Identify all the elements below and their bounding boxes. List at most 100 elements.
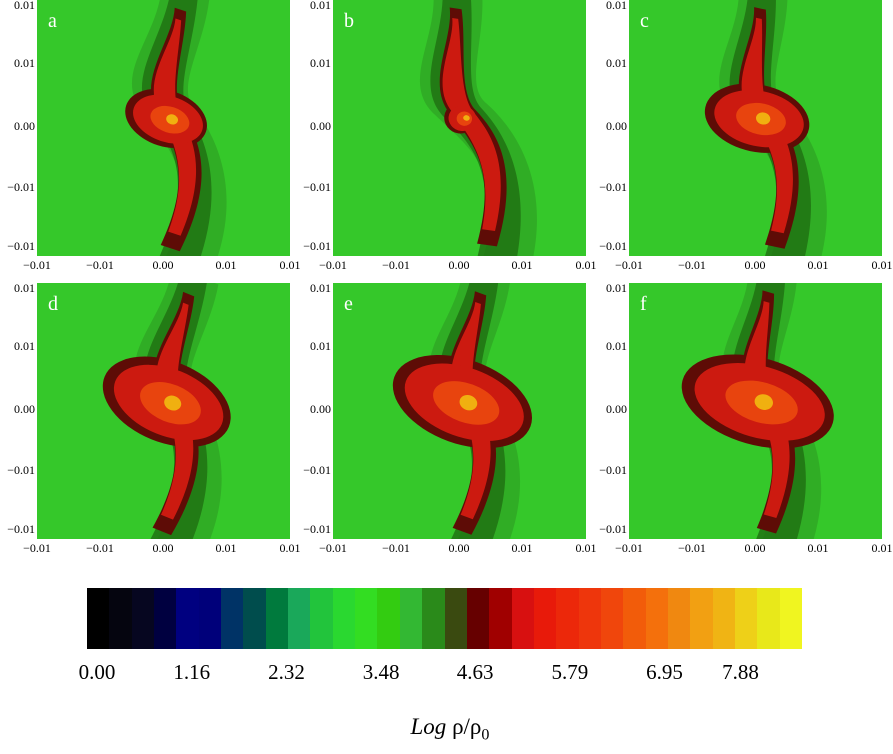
y-tick-label: −0.01 (7, 180, 35, 194)
colorbar-tick-label: 7.88 (722, 660, 759, 684)
galactic-core (166, 114, 179, 125)
y-tick-label: 0.01 (310, 281, 331, 295)
x-tick-label: 0.01 (215, 258, 237, 272)
y-tick-label: −0.01 (303, 463, 331, 477)
x-tick-label: −0.01 (86, 541, 114, 555)
galactic-core (459, 395, 478, 411)
colorbar-segment (556, 588, 579, 649)
colorbar-segment (422, 588, 445, 649)
colorbar-tick-label: 3.48 (362, 660, 400, 684)
x-tick-label: 0.01 (807, 541, 829, 555)
colorbar-segment (399, 588, 423, 649)
colorbar-segment (221, 588, 244, 649)
colorbar-segment (511, 588, 534, 649)
colorbar-tick-label: 4.63 (456, 660, 494, 684)
density-map (37, 0, 290, 256)
y-tick-label: −0.01 (599, 180, 627, 194)
x-tick-label: 0.01 (575, 258, 597, 272)
x-tick-label: 0.01 (575, 541, 597, 555)
colorbar-segment (198, 588, 222, 649)
panel-b: b (333, 0, 586, 256)
y-tick-label: −0.01 (7, 522, 35, 536)
y-tick-label: 0.01 (606, 0, 627, 12)
density-plot (333, 283, 586, 539)
y-tick-label: −0.01 (7, 463, 35, 477)
y-tick-label: 0.01 (14, 0, 35, 12)
x-tick-label: 0.00 (448, 258, 470, 272)
colorbar-segment (466, 588, 490, 649)
panel-letter: b (344, 10, 354, 32)
x-tick-label: −0.01 (319, 541, 347, 555)
y-tick-label: −0.01 (303, 239, 331, 253)
x-tick-label: 0.01 (511, 541, 533, 555)
colorbar (87, 588, 802, 649)
y-tick-label: −0.01 (303, 522, 331, 536)
density-plot (333, 0, 586, 256)
x-tick-label: −0.01 (678, 258, 706, 272)
density-map (629, 0, 882, 256)
y-tick-label: 0.00 (14, 402, 35, 416)
x-tick-label: 0.01 (279, 541, 301, 555)
x-tick-label: −0.01 (382, 541, 410, 555)
x-tick-label: 0.01 (871, 258, 893, 272)
y-tick-label: 0.00 (310, 402, 331, 416)
x-tick-label: 0.00 (152, 258, 174, 272)
colorbar-segment (645, 588, 668, 649)
colorbar-segment (779, 588, 802, 649)
colorbar-tick-label: 1.16 (173, 660, 211, 684)
panel-letter: e (344, 293, 353, 315)
panel-letter: c (640, 10, 649, 32)
colorbar-segment (87, 588, 110, 649)
density-map (333, 283, 586, 539)
x-tick-label: 0.01 (215, 541, 237, 555)
colorbar-segment (734, 588, 758, 649)
galactic-core (463, 115, 470, 121)
colorbar-segment (578, 588, 601, 649)
colorbar-segment (332, 588, 356, 649)
colorbar-segment (355, 588, 378, 649)
colorbar-segment (444, 588, 467, 649)
colorbar-segment (757, 588, 780, 649)
x-tick-label: 0.00 (152, 541, 174, 555)
panel-letter: f (640, 293, 647, 315)
density-map (333, 0, 586, 256)
colorbar-tick-label: 0.00 (78, 660, 116, 684)
density-plot (37, 0, 290, 256)
colorbar-axis-label: Log ρ/ρ0 (410, 714, 490, 744)
panel-c: c (629, 0, 882, 256)
colorbar-segment (623, 588, 646, 649)
y-tick-label: 0.00 (310, 119, 331, 133)
y-tick-label: −0.01 (599, 522, 627, 536)
y-tick-label: −0.01 (7, 239, 35, 253)
y-tick-label: 0.01 (14, 339, 35, 353)
colorbar-segment (690, 588, 713, 649)
density-map (629, 283, 882, 539)
galactic-core (754, 394, 773, 410)
y-tick-label: 0.01 (14, 56, 35, 70)
colorbar-segment (533, 588, 557, 649)
density-plot (37, 283, 290, 539)
y-tick-label: 0.01 (310, 56, 331, 70)
colorbar-segment (154, 588, 177, 649)
y-tick-label: −0.01 (599, 463, 627, 477)
x-tick-label: 0.00 (744, 258, 766, 272)
x-tick-label: −0.01 (23, 258, 51, 272)
colorbar-segment (109, 588, 132, 649)
galactic-core (756, 112, 771, 125)
y-tick-label: 0.00 (606, 119, 627, 133)
x-tick-label: −0.01 (23, 541, 51, 555)
y-tick-label: 0.01 (606, 339, 627, 353)
colorbar-tick-label: 2.32 (268, 660, 305, 684)
colorbar-tick-label: 5.79 (551, 660, 589, 684)
panel-letter: d (48, 293, 58, 315)
x-tick-label: −0.01 (615, 258, 643, 272)
x-tick-label: −0.01 (678, 541, 706, 555)
density-plot (629, 0, 882, 256)
y-tick-label: 0.00 (14, 119, 35, 133)
x-tick-label: 0.00 (744, 541, 766, 555)
colorbar-segment (131, 588, 155, 649)
panel-a: a (37, 0, 290, 256)
panel-e: e (333, 283, 586, 539)
x-tick-label: 0.01 (871, 541, 893, 555)
x-tick-label: −0.01 (615, 541, 643, 555)
